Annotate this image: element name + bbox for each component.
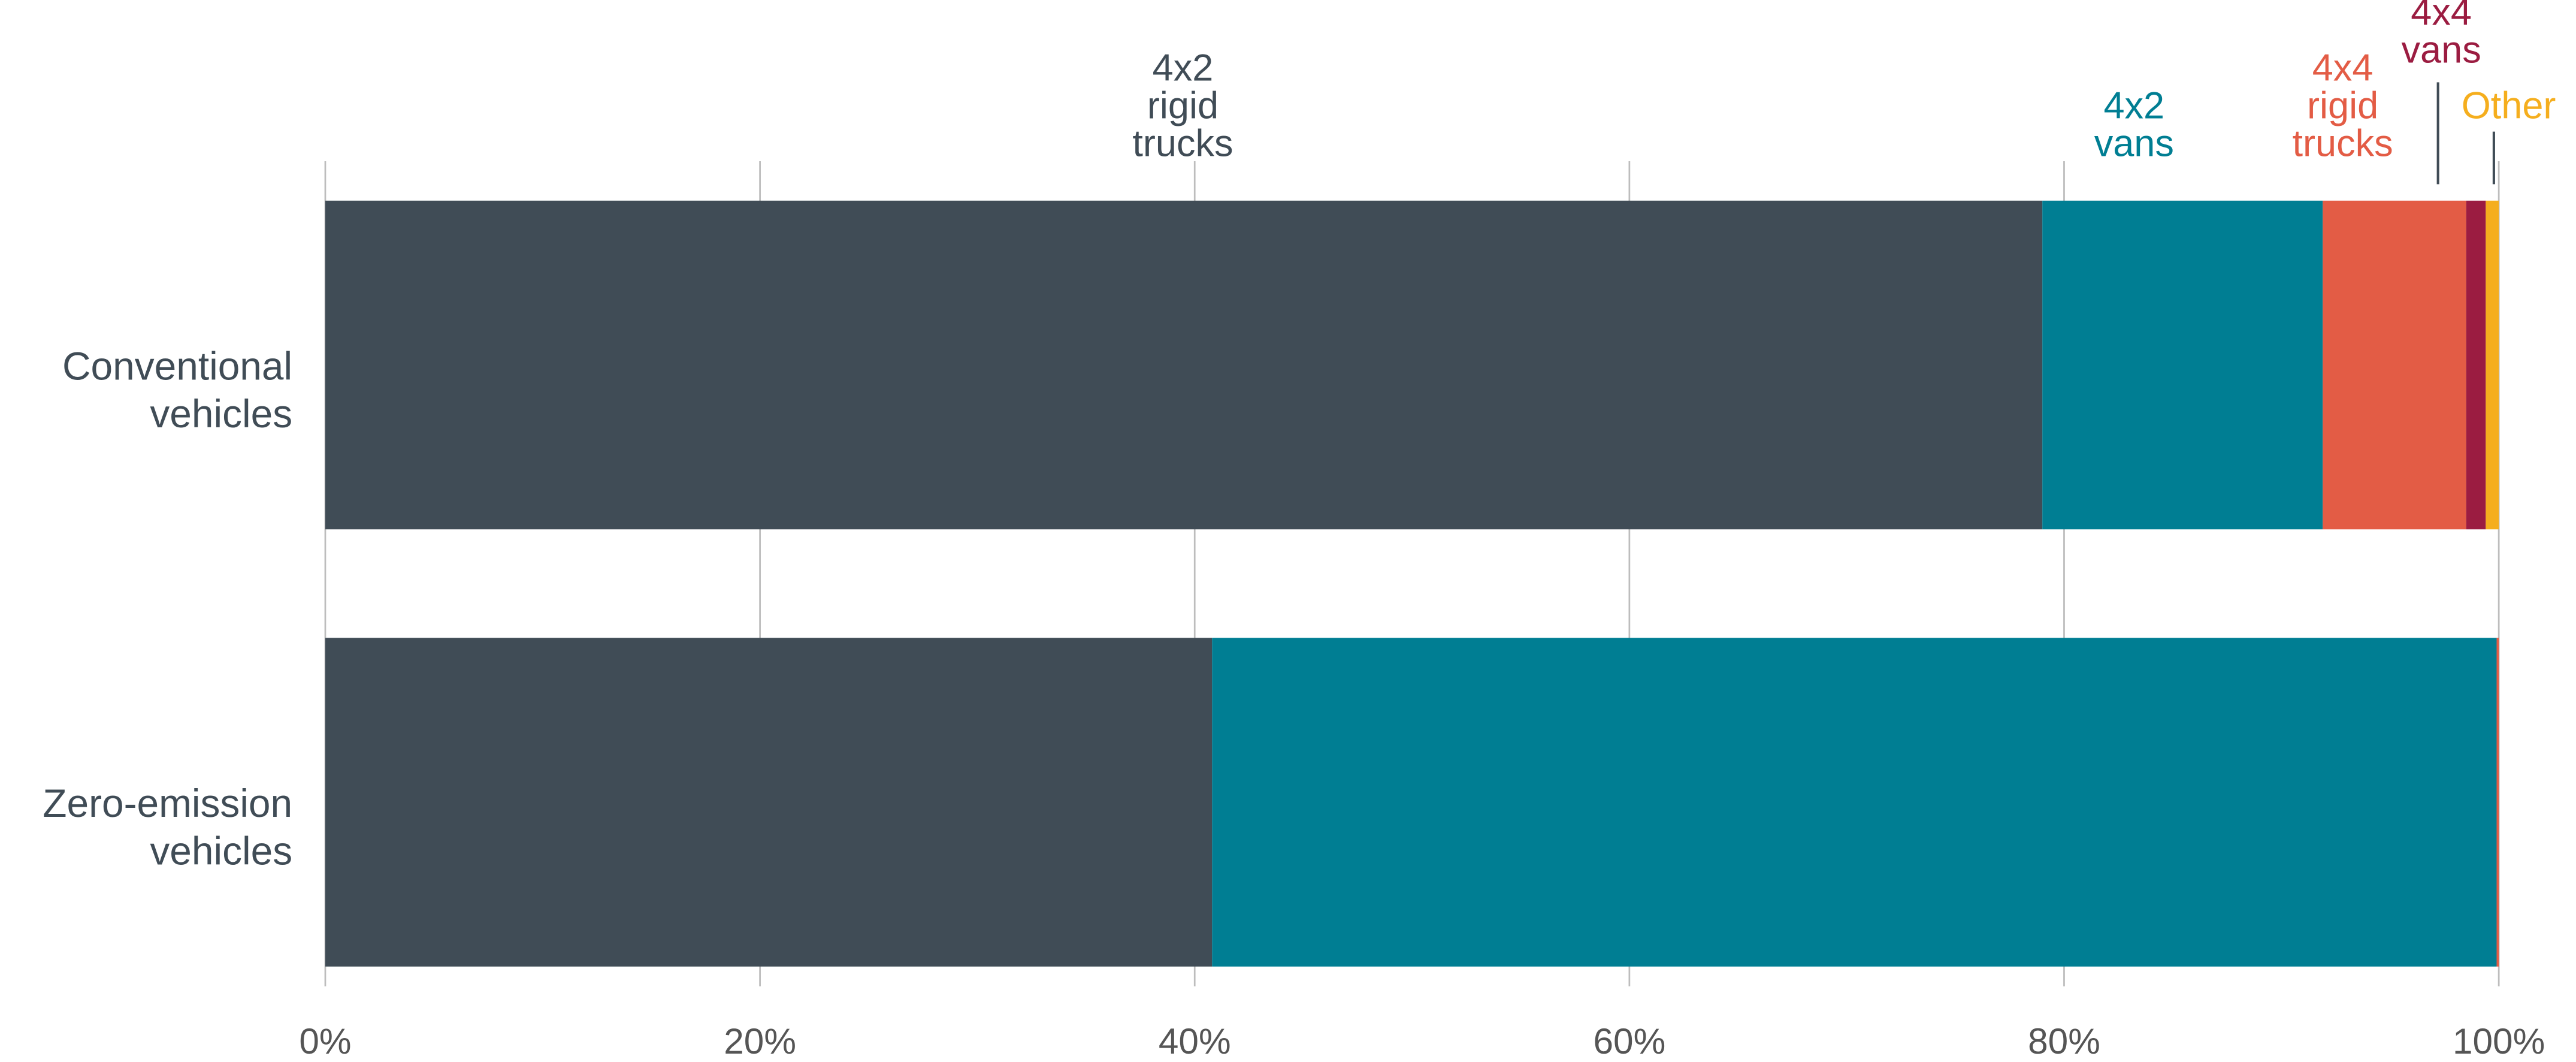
bar-segment xyxy=(325,638,1213,967)
legend-label: 4x4 rigid trucks xyxy=(2292,47,2393,165)
category-label: Zero-emission vehicles xyxy=(43,781,292,873)
legend-label: 4x2 rigid trucks xyxy=(1132,47,1233,165)
x-tick-label: 100% xyxy=(2453,1021,2545,1061)
category-label: Conventional vehicles xyxy=(62,344,292,436)
x-tick-label: 0% xyxy=(299,1021,351,1061)
bar-segment xyxy=(1212,638,2497,967)
legend-label: 4x4 vans xyxy=(2402,0,2481,71)
bar-segment xyxy=(2486,200,2499,530)
bar-segment xyxy=(2496,638,2499,967)
x-tick-label: 40% xyxy=(1159,1021,1231,1061)
legend-label: 4x2 vans xyxy=(2094,85,2174,165)
bar-segment xyxy=(2042,200,2323,530)
bar-segment xyxy=(2466,200,2486,530)
x-tick-label: 80% xyxy=(2028,1021,2100,1061)
bar-segment xyxy=(325,200,2043,530)
x-tick-label: 20% xyxy=(724,1021,796,1061)
legend-label: Other xyxy=(2462,85,2556,127)
x-tick-label: 60% xyxy=(1593,1021,1665,1061)
bar-segment xyxy=(2323,200,2466,530)
